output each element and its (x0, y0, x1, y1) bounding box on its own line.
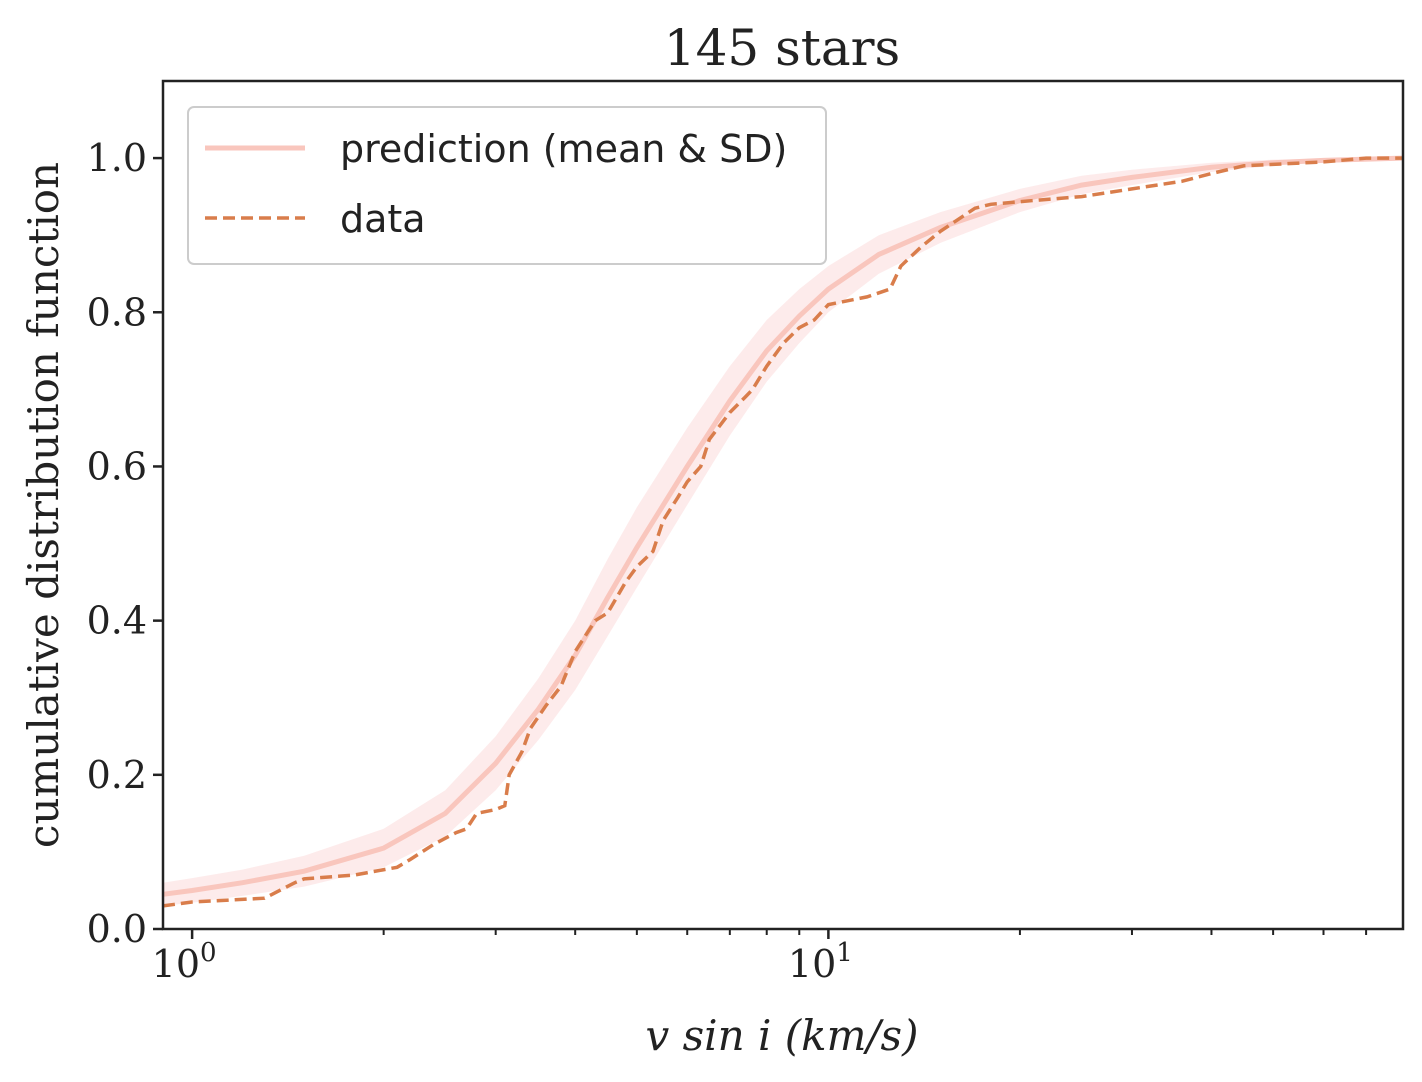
chart-title: 145 stars (664, 19, 900, 77)
y-tick-label: 0.6 (87, 444, 147, 488)
x-axis-label: v sin i (km/s) (646, 1011, 919, 1060)
plot-frame (161, 79, 1405, 931)
y-tick-label: 1.0 (87, 136, 147, 180)
series-line-layer (162, 155, 1404, 908)
y-axis-label: cumulative distribution function (19, 162, 68, 848)
x-tick-label: 101 (788, 938, 853, 986)
y-tick-label: 0.4 (87, 599, 147, 643)
legend-prediction-label: prediction (mean & SD) (340, 127, 787, 171)
legend-data-label: data (340, 197, 426, 241)
prediction-mean-line (162, 155, 1404, 897)
legend-box (187, 106, 827, 265)
prediction-sd-band (163, 158, 1403, 906)
y-tick-label: 0.0 (87, 907, 147, 951)
y-tick-label: 0.2 (87, 753, 147, 797)
x-tick-label: 100 (152, 938, 217, 986)
legend: prediction (mean & SD) data (187, 106, 827, 265)
y-axis: 0.0 0.2 0.4 0.6 0.8 1.0 (87, 136, 163, 951)
prediction-band-layer (163, 158, 1403, 906)
y-tick-label: 0.8 (87, 290, 147, 334)
x-axis: 100 101 (152, 929, 1368, 986)
